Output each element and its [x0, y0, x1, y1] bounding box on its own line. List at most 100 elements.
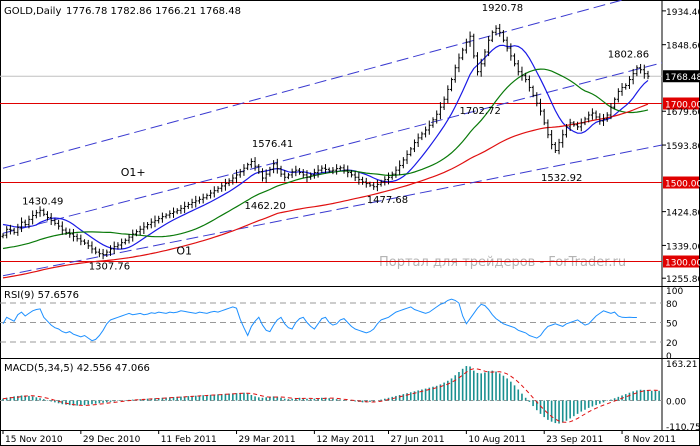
price-bar: [75, 233, 79, 242]
price-bar: [579, 118, 583, 132]
price-bar: [627, 76, 631, 89]
price-bar: [64, 227, 68, 235]
price-bar: [283, 170, 287, 182]
price-annotation-1802.86: 1802.86: [608, 50, 649, 61]
price-bar: [446, 85, 450, 104]
price-bar: [598, 113, 602, 125]
price-bar: [527, 75, 531, 92]
price-annotation-1430.49: 1430.49: [22, 196, 63, 207]
price-bar: [424, 126, 428, 138]
price-bar: [231, 174, 235, 185]
price-bar: [490, 30, 494, 43]
price-bar: [146, 222, 150, 230]
x-tick-label: 11 Feb 2011: [161, 435, 217, 445]
price-bar: [60, 221, 64, 235]
price-bar: [324, 164, 327, 174]
price-bar: [94, 246, 98, 255]
price-bar: [134, 229, 138, 237]
price-bar: [457, 53, 461, 73]
price-bar: [79, 234, 83, 246]
y-tick-label: 1424.80: [666, 209, 700, 219]
price-bar: [220, 182, 224, 192]
price-bar: [138, 225, 142, 236]
price-bar: [68, 228, 72, 238]
price-bar: [387, 172, 391, 185]
price-bar: [31, 210, 35, 225]
level-tag-bg-1500.00: [663, 176, 699, 189]
macd-title: MACD(5,34,5) 42.556 47.066: [4, 363, 150, 374]
price-bar: [398, 160, 402, 176]
price-bar: [179, 204, 183, 214]
price-bar: [416, 133, 420, 148]
price-bar: [109, 245, 112, 256]
price-bar: [290, 168, 294, 179]
channel-line-0: [2, 0, 625, 169]
price-bar: [120, 238, 124, 250]
price-bar: [590, 108, 594, 120]
price-bar: [38, 206, 42, 217]
rsi-title: RSI(9) 57.6576: [4, 290, 79, 301]
price-bar: [305, 170, 309, 182]
price-bar: [71, 228, 75, 242]
macd-tick-label: -110.751: [666, 423, 700, 433]
price-bar: [264, 169, 268, 183]
price-bar: [183, 201, 187, 214]
price-bar: [561, 129, 565, 148]
price-bar: [260, 168, 264, 182]
price-bar: [327, 167, 331, 173]
price-bar: [279, 165, 283, 177]
wave-label-O1: O1: [176, 244, 192, 257]
price-bar: [331, 167, 335, 175]
price-bar: [12, 227, 16, 235]
price-bar: [357, 172, 361, 185]
price-bar: [197, 196, 201, 204]
price-bar: [97, 248, 101, 258]
price-bar: [635, 65, 639, 77]
wave-label-O1+: O1+: [121, 166, 146, 179]
rsi-tick-label: 100: [666, 287, 683, 297]
price-bar: [487, 36, 491, 57]
price-bar: [153, 215, 157, 228]
price-bar: [101, 248, 105, 260]
macd-tick-label: 0.00: [666, 398, 686, 408]
price-annotation-1307.76: 1307.76: [89, 262, 130, 273]
price-bar: [450, 77, 454, 92]
main-title: GOLD,Daily: [4, 6, 61, 17]
price-bar: [535, 92, 539, 107]
price-bar: [257, 164, 261, 174]
price-annotation-1702.72: 1702.72: [459, 106, 500, 117]
price-bar: [27, 215, 31, 229]
rsi-tick-label: 20: [666, 339, 678, 349]
x-tick-label: 12 May 2011: [316, 435, 375, 445]
price-bar: [34, 209, 38, 219]
price-bar: [286, 173, 290, 180]
price-bar: [572, 121, 576, 127]
price-bar: [205, 193, 209, 200]
price-bar: [5, 226, 9, 239]
price-bar: [86, 239, 90, 249]
price-bar: [16, 223, 20, 236]
price-annotation-1576.41: 1576.41: [252, 139, 293, 150]
price-bar: [372, 182, 376, 190]
price-bar: [298, 167, 302, 175]
price-bar: [186, 201, 190, 209]
x-tick-label: 15 Nov 2010: [5, 435, 63, 445]
price-bar: [1, 233, 5, 239]
price-bar: [475, 52, 479, 76]
level-tag-1300.00: 1300.00: [665, 259, 700, 269]
price-bar: [494, 25, 498, 36]
price-bar: [464, 38, 468, 54]
price-bar: [53, 218, 57, 226]
price-bar: [335, 164, 339, 175]
price-bar: [587, 111, 591, 123]
price-bar: [453, 64, 457, 83]
price-bar: [531, 85, 535, 98]
price-bar: [45, 211, 49, 221]
price-bar: [301, 169, 305, 179]
price-bar: [613, 97, 617, 110]
price-bar: [83, 239, 87, 245]
price-bar: [409, 147, 413, 157]
price-bar: [631, 68, 635, 85]
last-price-tag: 1768.48: [665, 73, 700, 83]
